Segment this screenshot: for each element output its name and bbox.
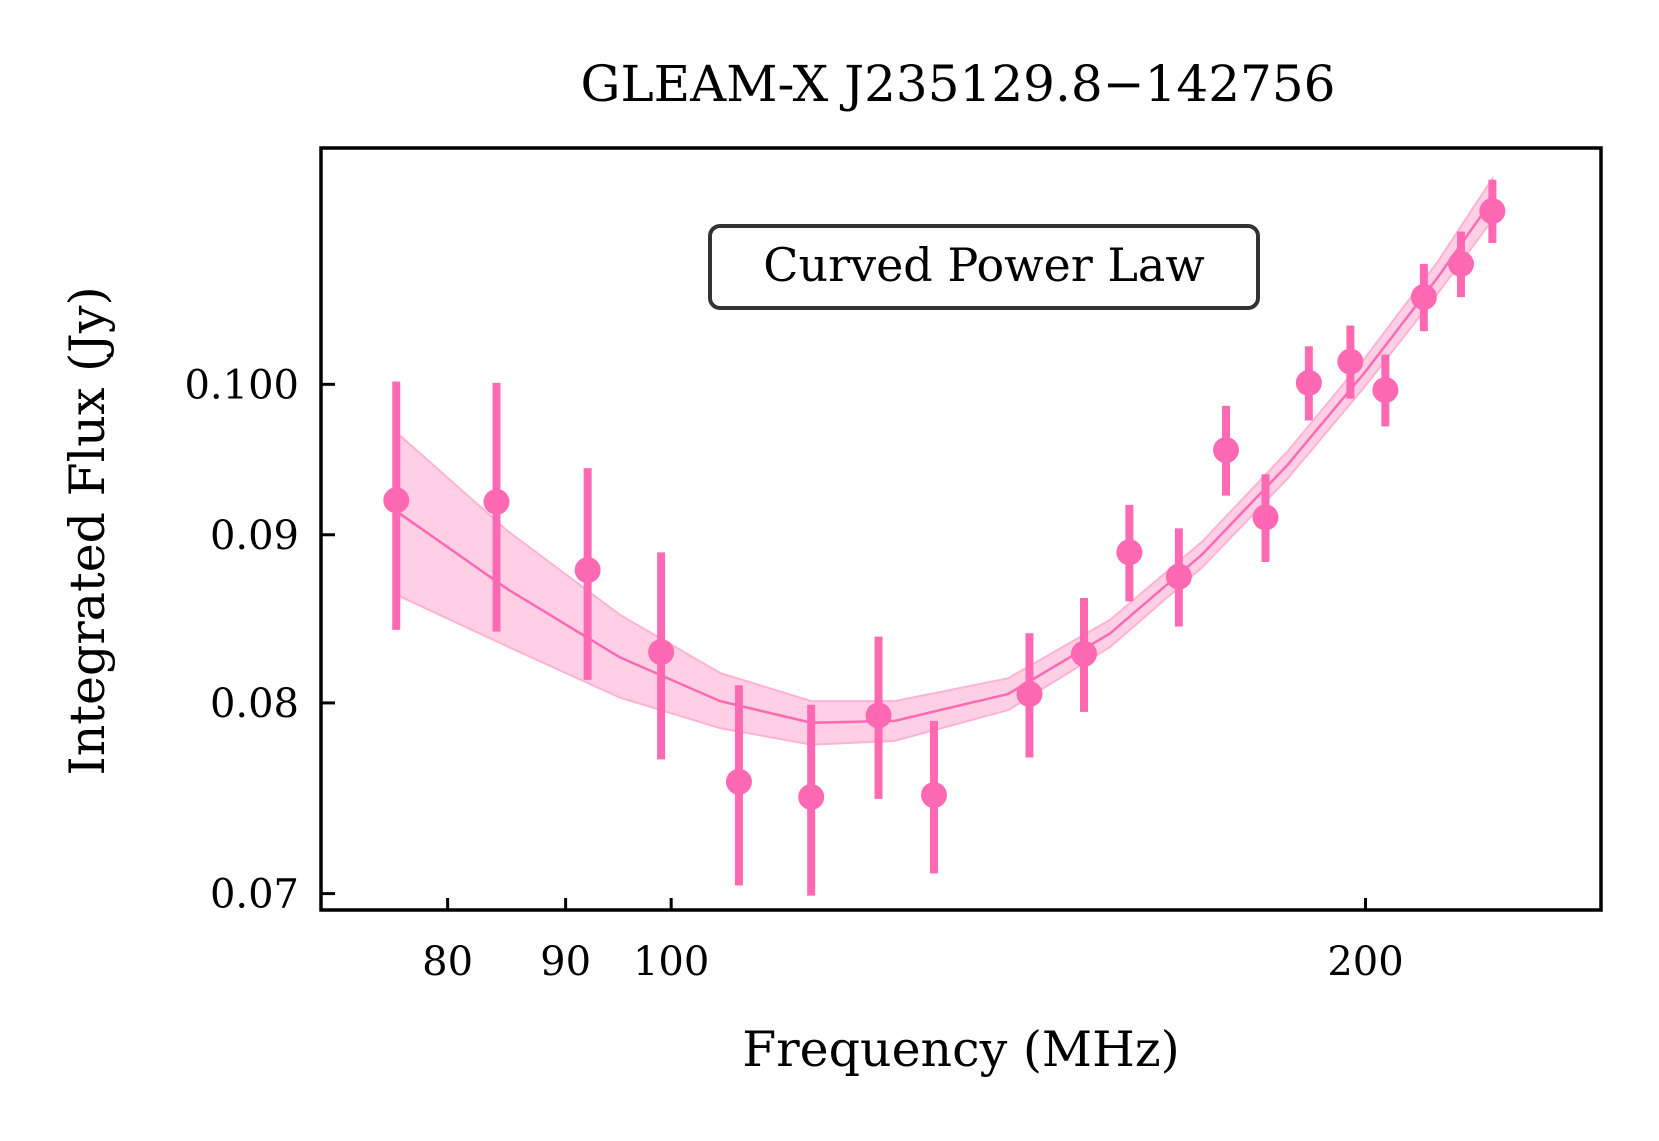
data-point [1295,369,1322,396]
fit-line [395,198,1494,724]
data-point [1410,284,1437,311]
data-point [648,639,675,666]
legend-box [708,224,1260,310]
data-point [1165,563,1192,590]
data-point [483,488,510,515]
x-axis-label: Frequency (MHz) [742,1021,1180,1078]
data-point [1447,250,1474,277]
plot-area [383,175,1506,896]
x-axis: 80 90 100 200 [422,898,1404,985]
data-point [1116,539,1143,566]
data-point [1372,377,1399,404]
data-point [1070,640,1097,667]
y-tick-label: 0.08 [210,681,299,727]
y-axis-label: Integrated Flux (Jy) [59,286,116,775]
y-tick-label: 0.07 [210,872,299,918]
data-point [865,702,892,729]
y-tick-label: 0.100 [184,362,299,408]
y-axis: 0.07 0.08 0.09 0.100 [184,362,335,918]
data-point [574,557,601,584]
data-point [1479,198,1506,225]
x-tick-label: 100 [633,939,709,985]
data-point [383,487,410,514]
y-tick-label: 0.09 [210,513,299,559]
data-point [798,783,825,810]
data-point [1213,437,1240,464]
x-tick-label: 200 [1327,939,1403,985]
data-point [1252,504,1279,531]
data-point [920,782,947,809]
legend: Curved Power Law [708,224,1260,310]
data-point [1337,348,1364,375]
data-point [1016,681,1043,708]
x-tick-label: 80 [422,939,473,985]
legend-label: Curved Power Law [763,238,1204,292]
plot-frame [319,146,1603,912]
chart-title: GLEAM-X J235129.8−142756 [581,55,1336,113]
data-point [725,768,752,795]
x-tick-label: 90 [540,939,591,985]
